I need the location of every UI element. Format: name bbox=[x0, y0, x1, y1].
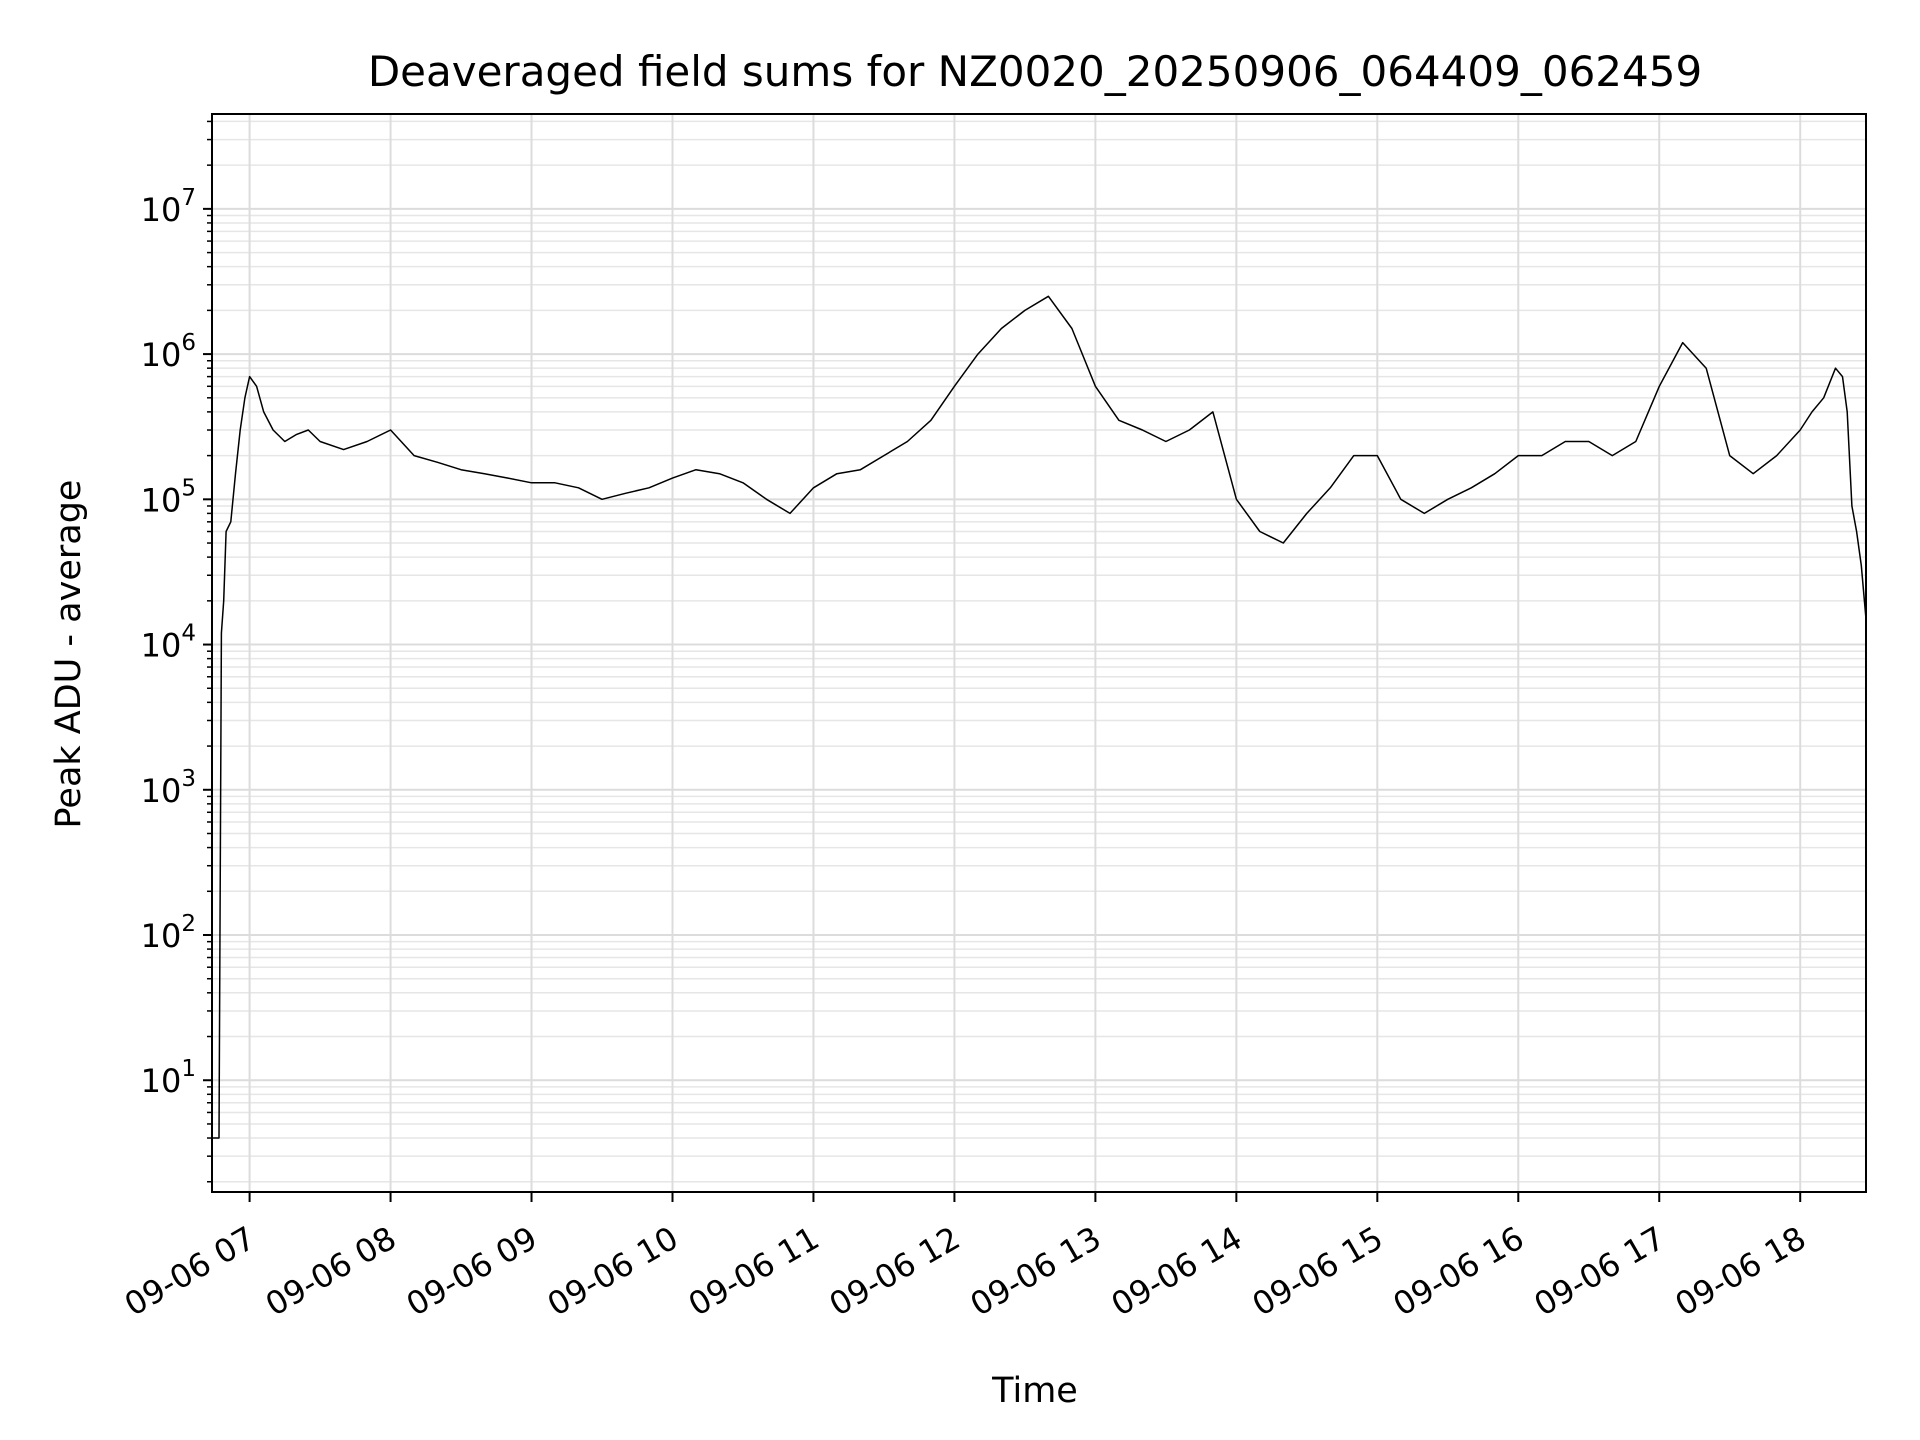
series-line-group bbox=[212, 295, 1867, 1139]
y-tick-label: 105 bbox=[141, 475, 196, 519]
chart-title: Deaveraged field sums for NZ0020_2025090… bbox=[368, 47, 1702, 96]
y-tick-label: 103 bbox=[141, 766, 196, 810]
x-axis-label: Time bbox=[991, 1371, 1078, 1411]
y-tick-label: 106 bbox=[141, 330, 196, 374]
y-tick-label: 104 bbox=[141, 621, 196, 665]
y-axis: 101 102 103 104 105 106 107 bbox=[141, 120, 212, 1183]
series-line bbox=[212, 295, 1867, 1139]
y-axis-label: Peak ADU - average bbox=[49, 480, 89, 829]
y-tick-label: 101 bbox=[141, 1056, 196, 1100]
grid bbox=[212, 114, 1866, 1192]
y-tick-label: 102 bbox=[141, 911, 196, 955]
y-tick-label: 107 bbox=[141, 185, 196, 229]
plot-frame bbox=[211, 113, 1867, 1193]
